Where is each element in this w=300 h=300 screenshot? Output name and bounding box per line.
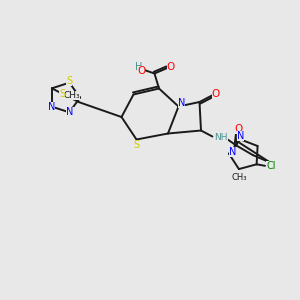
Text: O: O — [212, 89, 220, 99]
Text: CH₃: CH₃ — [63, 91, 80, 100]
Text: NH: NH — [214, 133, 228, 142]
Text: O: O — [137, 65, 145, 76]
Text: S: S — [66, 76, 72, 86]
Text: N: N — [66, 107, 74, 117]
Text: S: S — [134, 140, 140, 150]
Text: O: O — [235, 124, 243, 134]
Text: Cl: Cl — [266, 161, 276, 171]
Text: N: N — [237, 131, 244, 141]
Text: H: H — [135, 62, 142, 73]
Text: S: S — [59, 89, 65, 99]
Text: N: N — [178, 98, 185, 108]
Text: CH₃: CH₃ — [232, 173, 247, 182]
Text: O: O — [167, 61, 175, 72]
Text: N: N — [48, 102, 55, 112]
Text: N: N — [230, 147, 237, 157]
